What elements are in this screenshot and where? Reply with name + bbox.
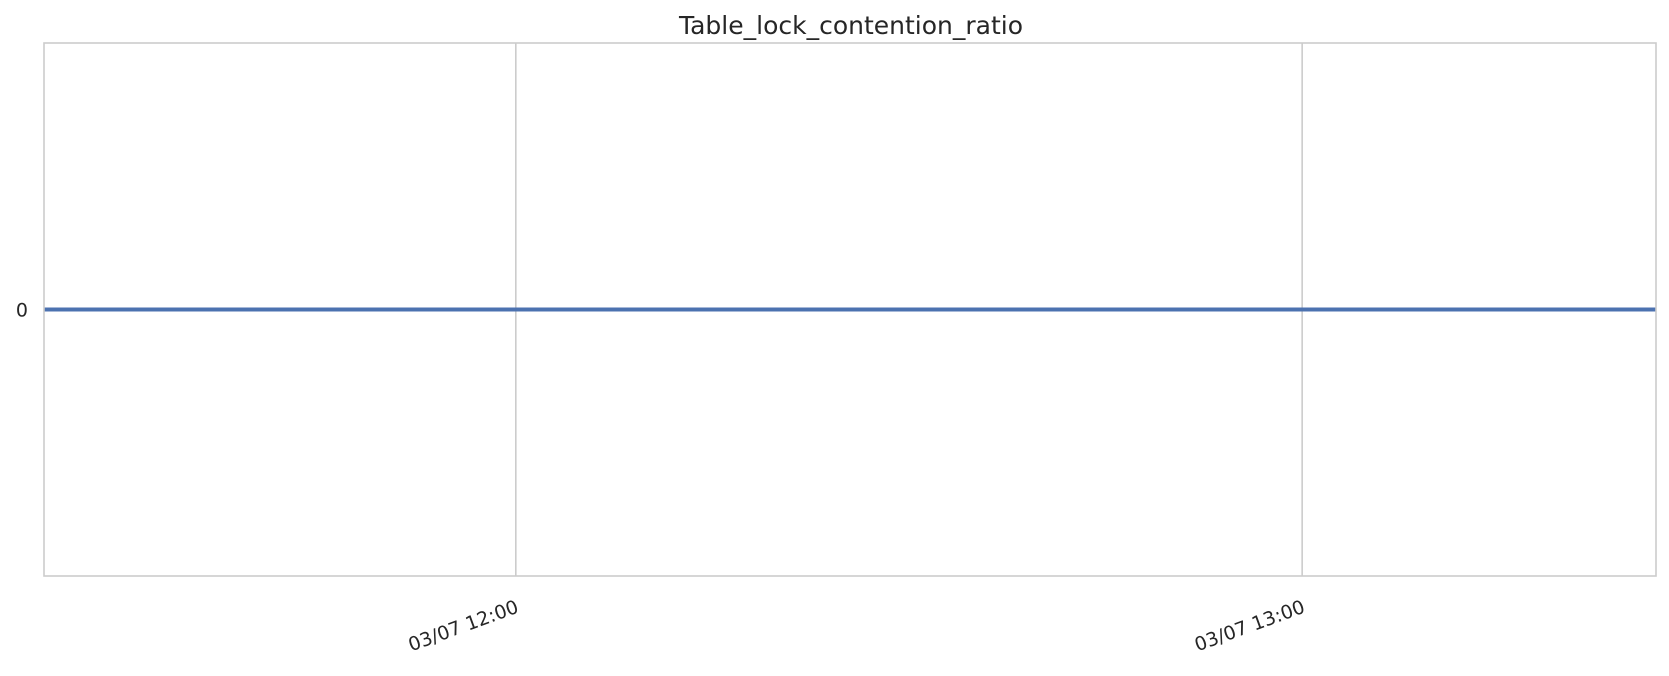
y-axis: 0 — [16, 300, 28, 322]
chart-title: Table_lock_contention_ratio — [678, 11, 1023, 40]
plot-border — [43, 42, 1657, 577]
plot-area — [43, 42, 1657, 577]
y-tick-label: 0 — [16, 300, 28, 322]
